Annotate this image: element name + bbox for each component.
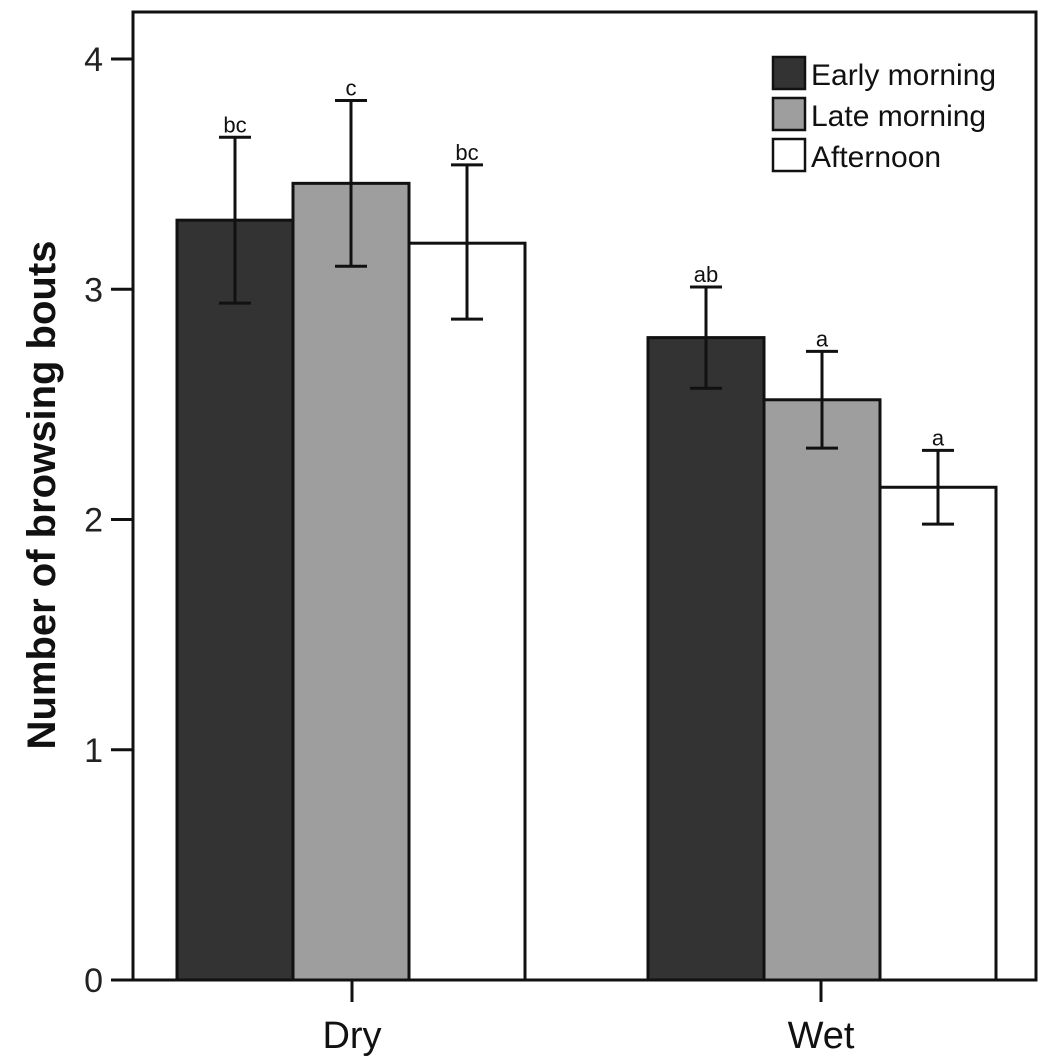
significance-label: bc: [455, 140, 478, 165]
legend-swatch: [771, 96, 807, 132]
bar: [175, 218, 295, 982]
bar: [291, 181, 411, 982]
significance-label: a: [816, 326, 829, 351]
plot-frame: [131, 10, 1038, 982]
y-tick-label: 4: [84, 41, 103, 79]
bar: [878, 485, 998, 982]
significance-label: c: [346, 75, 357, 100]
y-axis-title-group: Number of browsing bouts: [20, 241, 64, 750]
significance-label: ab: [694, 262, 718, 287]
y-tick-label: 1: [84, 732, 103, 770]
bar: [407, 241, 527, 982]
y-tick-label: 2: [84, 502, 103, 540]
legend: Early morning Late morning Afternoon: [771, 55, 996, 174]
y-tick-label: 3: [84, 271, 103, 309]
plot-area: 0 1 2 3 4 Dry bc c bc Wet ab a a: [84, 10, 1038, 1057]
significance-label: a: [932, 425, 945, 450]
bar: [762, 398, 882, 982]
x-category-label: Wet: [788, 1015, 855, 1057]
legend-swatch: [771, 137, 807, 173]
x-category-label: Dry: [322, 1015, 381, 1057]
bar: [646, 336, 766, 982]
significance-label: bc: [223, 112, 246, 137]
y-axis-title: Number of browsing bouts: [20, 241, 64, 750]
legend-swatch: [771, 55, 807, 91]
legend-entry-label: Late morning: [811, 100, 986, 133]
legend-entry-label: Early morning: [811, 59, 996, 92]
y-tick-label: 0: [84, 962, 103, 1000]
legend-entry-label: Afternoon: [811, 141, 941, 174]
